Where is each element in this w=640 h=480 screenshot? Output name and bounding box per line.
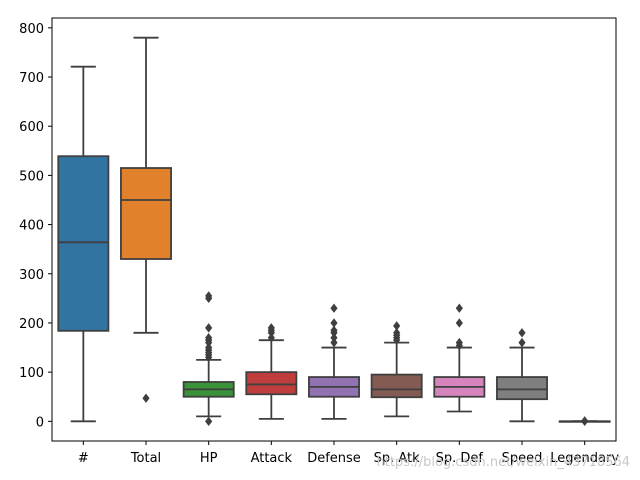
box-group-hp — [182, 291, 235, 427]
outlier-point — [518, 337, 526, 348]
outlier-point — [267, 333, 275, 343]
box-iqr — [57, 155, 110, 332]
x-tick-label: Speed — [502, 451, 543, 466]
box-group-total — [120, 36, 172, 403]
outlier-point — [205, 416, 213, 427]
box-iqr — [120, 167, 172, 260]
watermark-text: https://blog.csdn.net/weixin_43718564 — [376, 455, 630, 470]
box-group-speed — [496, 328, 548, 423]
box-iqr — [245, 371, 298, 396]
box-group-defense — [308, 303, 360, 420]
y-tick-label: 300 — [19, 268, 44, 283]
outlier-point — [455, 303, 463, 313]
boxes — [57, 36, 611, 427]
outlier-point — [393, 328, 401, 338]
x-tick-label: Sp. Atk — [374, 451, 421, 466]
x-axis: # Total HP Attack Defense Sp. Atk Sp. Def Speed… — [78, 441, 619, 466]
outlier-point — [205, 342, 213, 353]
box-group-sp-atk — [370, 321, 423, 418]
box-iqr — [496, 376, 548, 401]
outlier-point — [205, 323, 213, 333]
outlier-point — [330, 318, 338, 328]
y-tick-label: 500 — [19, 169, 44, 184]
outlier-point — [455, 318, 463, 328]
outlier-point — [205, 291, 213, 301]
y-tick-label: 600 — [19, 120, 44, 135]
y-tick-label: 400 — [19, 219, 44, 234]
x-tick-label: Attack — [251, 451, 293, 466]
y-tick-label: 700 — [19, 71, 44, 86]
x-tick-label: Sp. Def — [436, 451, 484, 466]
x-tick-label: # — [78, 451, 89, 466]
y-tick-label: 100 — [19, 366, 44, 381]
outlier-point — [330, 325, 338, 336]
outlier-point — [142, 393, 150, 403]
box-group-attack — [245, 323, 298, 420]
x-tick-label: HP — [200, 451, 218, 466]
box-group-sp-def — [433, 303, 486, 413]
outlier-point — [518, 328, 526, 338]
box-iqr — [370, 373, 423, 399]
outlier-point — [330, 333, 338, 343]
outlier-point — [393, 321, 401, 331]
outlier-point — [581, 416, 589, 426]
outlier-point — [267, 323, 275, 333]
x-tick-label: Total — [130, 451, 161, 466]
y-tick-label: 0 — [36, 415, 44, 430]
outlier-point — [330, 303, 338, 313]
box-group- — [57, 65, 110, 423]
outlier-point — [330, 337, 338, 348]
box-group-legendary — [558, 416, 611, 427]
x-tick-label: Defense — [307, 451, 361, 466]
outlier-point — [205, 333, 213, 343]
y-tick-label: 800 — [19, 22, 44, 37]
outlier-point — [455, 337, 463, 348]
x-tick-label: Legendary — [550, 451, 619, 466]
y-tick-label: 200 — [19, 317, 44, 332]
y-axis: 0 100 200 300 400 500 600 700 800 — [19, 22, 52, 430]
